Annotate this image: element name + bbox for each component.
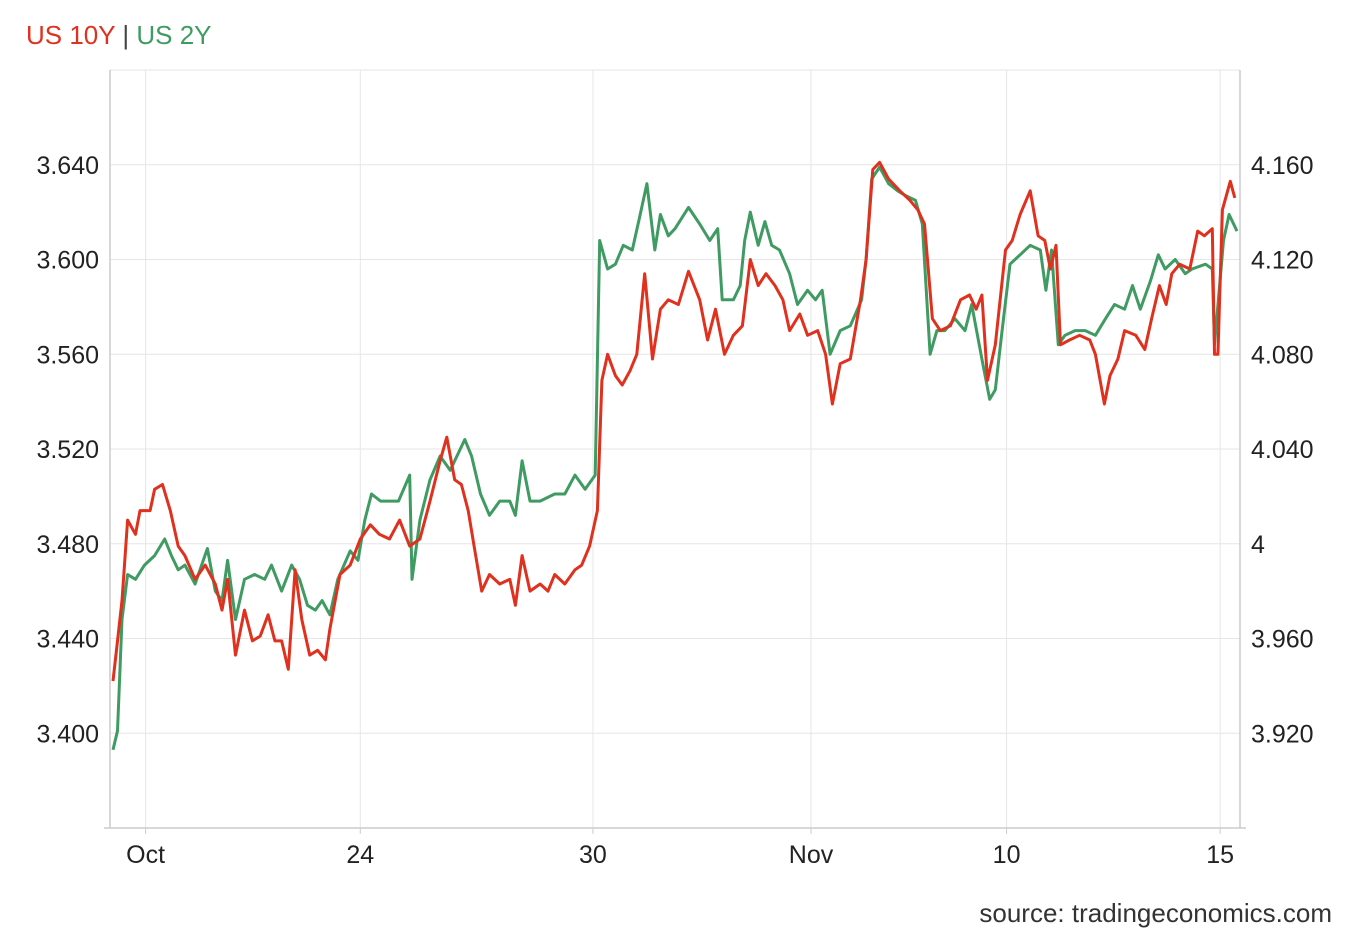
x-tick-label: Nov	[789, 841, 834, 869]
x-tick-label: 10	[993, 841, 1021, 869]
y-right-tick-label: 4.120	[1251, 247, 1314, 275]
y-right-tick-label: 3.920	[1251, 720, 1314, 748]
y-right-tick-label: 3.960	[1251, 626, 1314, 654]
y-left-tick-label: 3.400	[36, 720, 99, 748]
us10y-line	[111, 160, 1237, 682]
y-left-tick-label: 3.560	[36, 341, 99, 369]
y-left-tick-label: 3.640	[36, 152, 99, 180]
us2y-line	[111, 165, 1239, 751]
legend-us10y[interactable]: US 10Y	[26, 20, 116, 50]
x-tick-label: 30	[579, 841, 607, 869]
y-left-tick-label: 3.600	[36, 247, 99, 275]
source-credit: source: tradingeconomics.com	[979, 898, 1332, 928]
x-tick-label: Oct	[126, 841, 165, 869]
legend-separator: |	[122, 20, 130, 50]
y-left-tick-label: 3.520	[36, 436, 99, 464]
chart-legend: US 10Y | US 2Y	[26, 20, 212, 51]
y-left-tick-label: 3.440	[36, 626, 99, 654]
y-right-tick-label: 4.040	[1251, 436, 1314, 464]
y-right-tick-label: 4	[1251, 531, 1265, 559]
y-right-tick-label: 4.160	[1251, 152, 1314, 180]
y-right-tick-label: 4.080	[1251, 341, 1314, 369]
x-tick-label: 15	[1206, 841, 1234, 869]
y-left-tick-label: 3.480	[36, 531, 99, 559]
legend-us2y[interactable]: US 2Y	[136, 20, 212, 50]
x-tick-label: 24	[346, 841, 374, 869]
